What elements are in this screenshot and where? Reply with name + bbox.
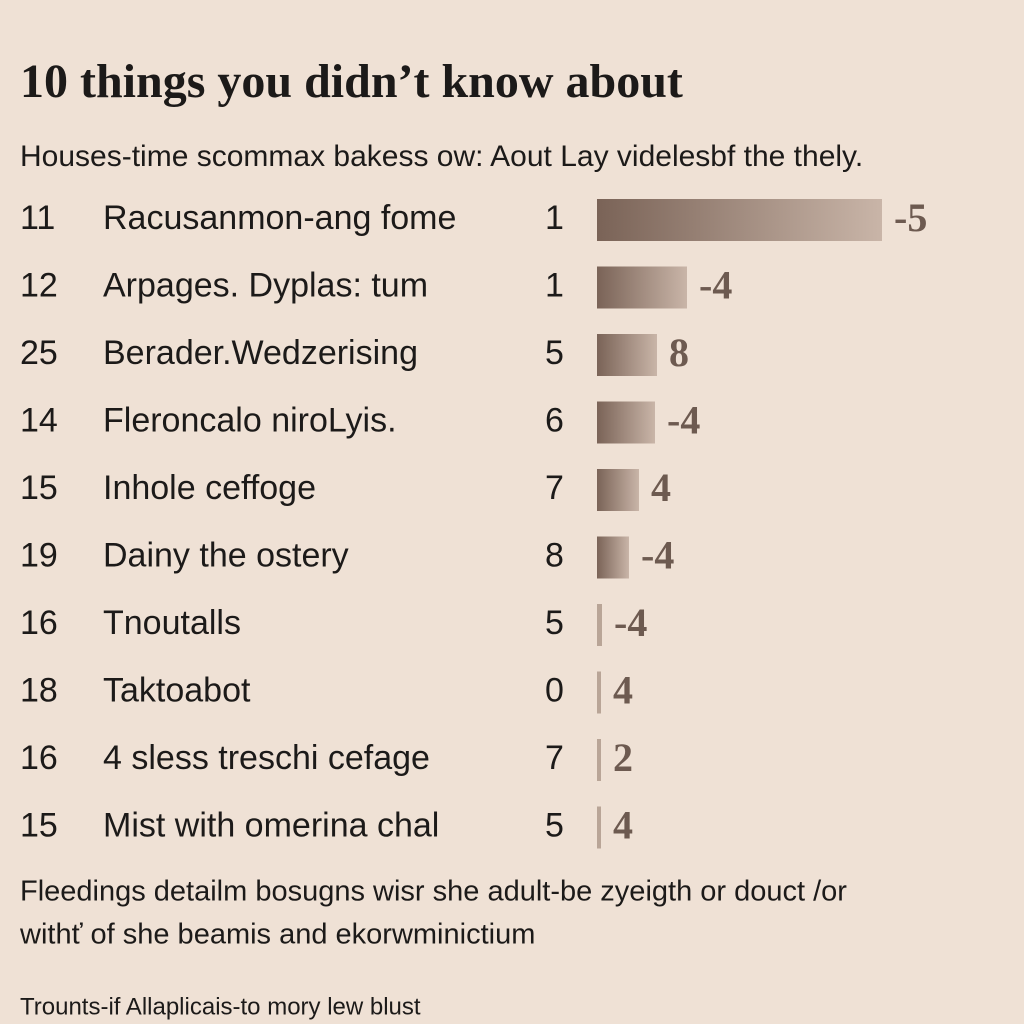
label: Berader.Wedzerising [103,334,418,372]
count: 5 [545,334,564,372]
score: -4 [667,398,700,443]
bar [597,199,882,241]
score: 8 [669,330,689,375]
score: 4 [613,668,633,713]
rank: 25 [20,334,58,372]
label: Dainy the ostery [103,536,349,574]
count: 1 [545,266,564,304]
rows: 11 Racusanmon-ang fome 1 -512 Arpages. Dypla… [20,195,927,849]
bar [597,604,602,646]
label: Taktoabot [103,671,251,709]
count: 6 [545,401,564,439]
score: 4 [613,803,633,848]
count: 0 [545,671,564,709]
count: 1 [545,199,564,237]
subtitle: Houses-time scommax bakess ow: Aout Lay … [20,140,863,173]
label: Inhole ceffoge [103,469,316,507]
score: -4 [641,533,674,578]
rank: 16 [20,604,58,642]
label: Mist with omerina chal [103,806,439,844]
count: 5 [545,604,564,642]
bar [597,334,657,376]
count: 7 [545,469,564,507]
footer-note: Trounts-if Allaplicais-to mory lew blust [20,993,421,1020]
score: -4 [699,263,732,308]
bar [597,401,655,444]
rank: 14 [20,401,58,439]
rank: 15 [20,469,58,507]
title: 10 things you didn’t know about [20,55,683,108]
rank: 19 [20,536,58,574]
rank: 18 [20,671,58,709]
score: 2 [613,735,633,780]
bar [597,536,629,579]
footer-line: withť of she beamis and ekorwminictium [19,919,535,951]
label: 4 sless treschi cefage [103,739,430,777]
bar [597,739,601,781]
bar [597,671,601,714]
rank: 12 [20,266,58,304]
label: Racusanmon-ang fome [103,199,456,237]
bar [597,806,601,849]
bar [597,266,687,309]
label: Fleroncalo niroLyis. [103,401,397,439]
score: -4 [614,600,647,645]
count: 8 [545,536,564,574]
rank: 16 [20,739,58,777]
label: Arpages. Dyplas: tum [103,266,428,304]
rank: 11 [20,199,55,237]
rank: 15 [20,806,58,844]
count: 5 [545,806,564,844]
footer-line: Fleedings detailm bosugns wisr she adult… [20,876,847,908]
score: -5 [894,195,927,240]
label: Tnoutalls [103,604,241,642]
count: 7 [545,739,564,777]
bar [597,469,639,511]
score: 4 [651,465,671,510]
